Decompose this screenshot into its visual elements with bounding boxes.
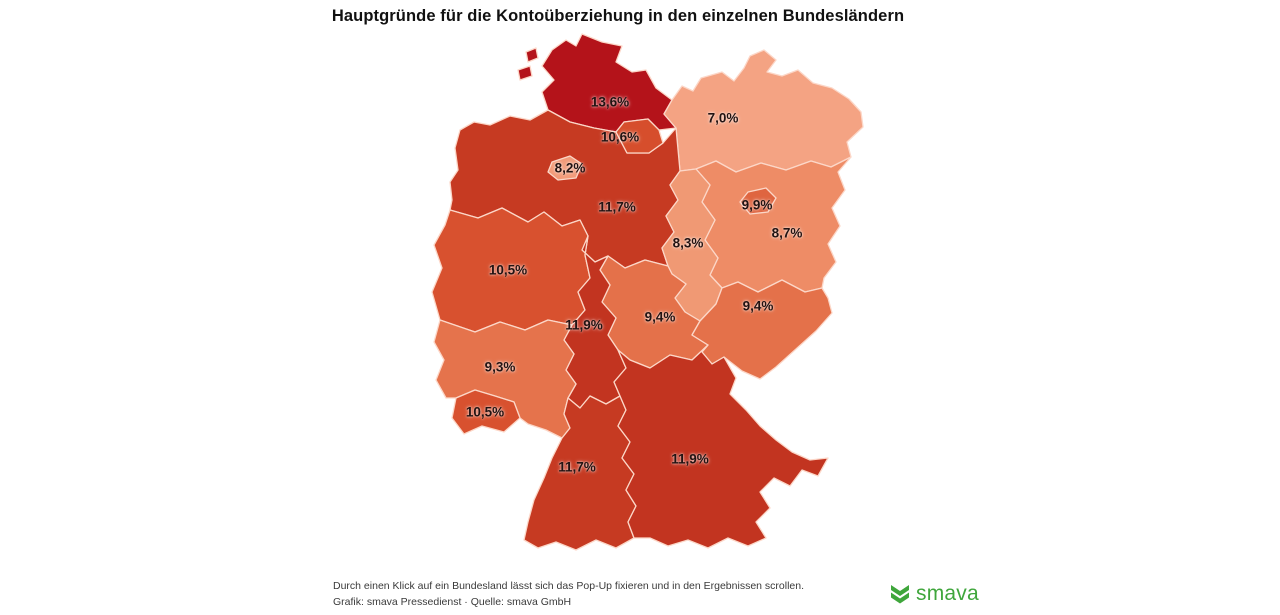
germany-map-svg: Schleswig-Holstein: 13,6%Mecklenburg-Vor…: [431, 33, 864, 551]
state-hh-hamburg[interactable]: Hamburg: 10,6%: [615, 118, 664, 154]
smava-logo: smava: [889, 583, 979, 605]
state-hb-bremen[interactable]: Bremen: 8,2%: [547, 155, 583, 181]
germany-choropleth-map: Schleswig-Holstein: 13,6%Mecklenburg-Vor…: [430, 30, 900, 560]
state-by-bayern[interactable]: Bayern: 11,9%: [613, 344, 829, 549]
state-bb-brandenburg[interactable]: Brandenburg: 8,7%: [695, 156, 852, 293]
smava-wordmark: smava: [916, 582, 979, 605]
state-be-berlin[interactable]: Berlin: 9,9%: [739, 187, 777, 215]
footer: Durch einen Klick auf ein Bundesland läs…: [333, 578, 804, 610]
page-title: Hauptgründe für die Kontoüberziehung in …: [331, 7, 905, 25]
state-sn-sachsen[interactable]: Sachsen: 9,4%: [691, 279, 833, 380]
smava-chevrons-icon: [891, 585, 909, 604]
state-mv-mecklenburg-vorpommern[interactable]: Mecklenburg-Vorpommern: 7,0%: [663, 49, 864, 173]
footer-credits: Grafik: smava Pressedienst · Quelle: sma…: [333, 596, 572, 608]
state-sl-saarland[interactable]: Saarland: 10,5%: [451, 389, 521, 435]
footer-hint: Durch einen Klick auf ein Bundesland läs…: [333, 580, 805, 592]
state-nw-nordrhein-westfalen[interactable]: Nordrhein-Westfalen: 10,5%: [431, 207, 591, 333]
